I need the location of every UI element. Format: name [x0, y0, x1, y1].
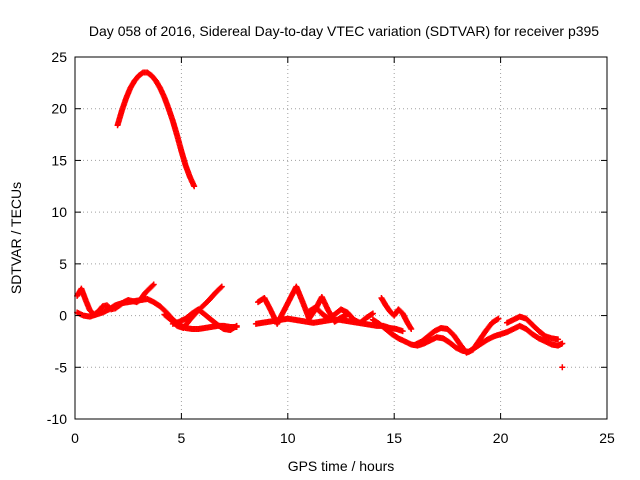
point-outlier — [559, 364, 566, 371]
y-tick-label: 5 — [59, 256, 67, 272]
point-track-c — [218, 283, 225, 290]
y-tick-label: 0 — [59, 308, 67, 324]
point-track-d — [233, 322, 240, 329]
point-high-arc — [191, 183, 198, 190]
x-tick-label: 0 — [71, 430, 79, 446]
chart-title: Day 058 of 2016, Sidereal Day-to-day VTE… — [89, 23, 599, 39]
y-tick-label: -5 — [55, 359, 68, 375]
point-track-a — [149, 282, 156, 289]
point-track-e — [399, 328, 406, 335]
point-track-i — [408, 326, 415, 333]
y-tick-label: 10 — [51, 204, 67, 220]
y-axis-title: SDTVAR / TECUs — [8, 182, 24, 294]
point-track-c — [217, 284, 224, 291]
point-track-j — [495, 315, 502, 322]
x-tick-label: 10 — [280, 430, 296, 446]
grid — [75, 57, 607, 419]
plot-frame — [74, 56, 608, 420]
point-track-a — [150, 281, 157, 288]
point-track-g — [369, 310, 376, 317]
axis-ticks: 0 5 10 15 20 25 -10 -5 0 5 10 15 20 25 — [47, 49, 615, 446]
y-tick-label: -10 — [47, 411, 67, 427]
y-tick-label: 15 — [51, 152, 67, 168]
data-points — [74, 69, 566, 371]
x-tick-label: 5 — [178, 430, 186, 446]
point-track-h — [559, 340, 566, 347]
y-tick-label: 25 — [51, 49, 67, 65]
x-axis-title: GPS time / hours — [288, 458, 395, 474]
x-tick-label: 15 — [386, 430, 402, 446]
point-track-k — [555, 336, 562, 343]
x-tick-label: 25 — [599, 430, 615, 446]
y-tick-label: 20 — [51, 101, 67, 117]
x-tick-label: 20 — [493, 430, 509, 446]
